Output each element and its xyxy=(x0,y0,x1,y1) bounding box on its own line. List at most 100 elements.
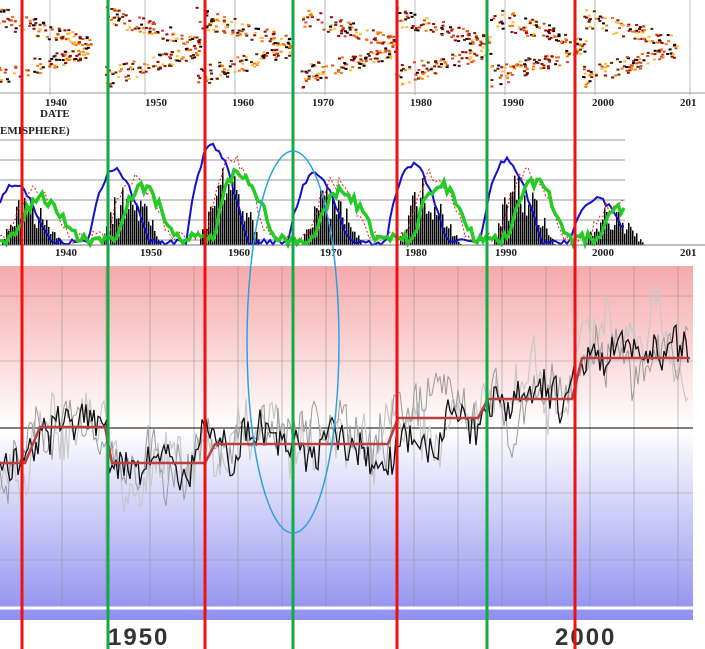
butterfly-dot xyxy=(371,29,375,32)
butterfly-dot xyxy=(229,60,233,63)
butterfly-dot xyxy=(349,69,352,72)
butterfly-dot xyxy=(595,17,598,20)
butterfly-dot xyxy=(152,56,156,59)
butterfly-dot xyxy=(623,60,626,63)
year-label: 1950 xyxy=(140,247,163,259)
butterfly-dot xyxy=(373,38,377,41)
sunspot-bar xyxy=(516,200,518,245)
butterfly-dot xyxy=(551,28,555,31)
butterfly-dot xyxy=(263,30,267,33)
butterfly-dot xyxy=(0,66,1,69)
sunspot-bar xyxy=(148,221,150,245)
butterfly-dot xyxy=(600,68,604,71)
sunspot-bar xyxy=(304,233,306,245)
butterfly-dot xyxy=(50,28,54,31)
butterfly-dot xyxy=(583,50,587,53)
butterfly-dot xyxy=(240,67,244,70)
butterfly-dot xyxy=(68,40,72,43)
butterfly-dot xyxy=(209,69,213,72)
butterfly-dot xyxy=(641,31,645,34)
butterfly-dot xyxy=(62,64,66,66)
butterfly-dot xyxy=(337,35,341,37)
butterfly-dot xyxy=(410,15,414,18)
butterfly-dot xyxy=(532,62,536,65)
butterfly-dot xyxy=(36,64,40,67)
butterfly-dot xyxy=(74,58,78,60)
sunspot-bar xyxy=(150,225,152,245)
butterfly-dot xyxy=(656,34,660,37)
butterfly-dot xyxy=(112,8,116,11)
sunspot-bar xyxy=(160,241,162,245)
butterfly-dot xyxy=(375,49,379,52)
butterfly-dot xyxy=(598,63,602,66)
butterfly-dot xyxy=(284,57,288,59)
butterfly-dot xyxy=(28,25,32,27)
butterfly-dot xyxy=(340,29,344,32)
butterfly-dot xyxy=(73,59,77,62)
sunspot-bar xyxy=(138,220,140,245)
year-label: 1970 xyxy=(320,247,343,259)
butterfly-dot xyxy=(442,58,446,61)
butterfly-dot xyxy=(539,67,543,70)
butterfly-dot xyxy=(392,40,396,43)
butterfly-dot xyxy=(552,27,556,30)
butterfly-dot xyxy=(369,41,373,44)
butterfly-dot xyxy=(582,76,586,78)
butterfly-dot xyxy=(362,64,366,67)
butterfly-dot xyxy=(473,52,477,55)
butterfly-dot xyxy=(585,9,589,12)
sunspot-bar xyxy=(132,204,134,245)
butterfly-dot xyxy=(236,56,240,59)
butterfly-dot xyxy=(189,55,193,58)
butterfly-dot xyxy=(131,62,135,65)
butterfly-dot xyxy=(167,64,171,67)
butterfly-dot xyxy=(421,72,425,75)
butterfly-dot xyxy=(652,41,656,44)
butterfly-dot xyxy=(468,42,472,45)
butterfly-dot xyxy=(127,78,131,80)
butterfly-dot xyxy=(80,50,84,53)
butterfly-dot xyxy=(319,12,323,15)
sunspot-bar xyxy=(214,205,216,245)
butterfly-dot xyxy=(547,32,551,35)
butterfly-dot xyxy=(350,58,353,61)
butterfly-dot xyxy=(184,48,188,50)
butterfly-dot xyxy=(55,38,58,41)
butterfly-dot xyxy=(18,75,22,78)
butterfly-dot xyxy=(189,48,193,51)
butterfly-dot xyxy=(52,64,56,67)
butterfly-dot xyxy=(211,18,215,21)
sunspot-bar xyxy=(252,220,254,245)
sunspot-bar xyxy=(494,239,496,245)
butterfly-dot xyxy=(548,38,551,41)
butterfly-dot xyxy=(453,39,457,42)
butterfly-dot xyxy=(614,21,618,24)
butterfly-dot xyxy=(376,52,380,55)
sunspot-bar xyxy=(308,229,310,245)
butterfly-dot xyxy=(218,62,222,65)
butterfly-dot xyxy=(403,69,407,72)
sunspot-bar xyxy=(344,224,346,245)
butterfly-dot xyxy=(331,64,335,67)
butterfly-dot xyxy=(212,28,216,31)
butterfly-dot xyxy=(194,47,198,50)
butterfly-dot xyxy=(276,54,280,57)
butterfly-dot xyxy=(157,68,160,71)
butterfly-dot xyxy=(628,28,632,31)
butterfly-dot xyxy=(435,62,439,65)
butterfly-dot xyxy=(420,77,424,80)
temperature-panel xyxy=(0,266,705,610)
butterfly-dot xyxy=(60,53,64,56)
butterfly-dot xyxy=(303,25,307,28)
butterfly-dot xyxy=(310,63,313,65)
butterfly-dot xyxy=(316,18,320,21)
butterfly-dot xyxy=(410,26,414,29)
butterfly-dot xyxy=(637,61,641,64)
butterfly-dot xyxy=(246,23,250,26)
butterfly-dot xyxy=(471,41,475,44)
butterfly-dot xyxy=(522,29,526,32)
butterfly-dot xyxy=(238,60,242,63)
sunspot-bar xyxy=(146,206,148,245)
butterfly-dot xyxy=(184,59,188,62)
butterfly-dot xyxy=(526,59,530,61)
